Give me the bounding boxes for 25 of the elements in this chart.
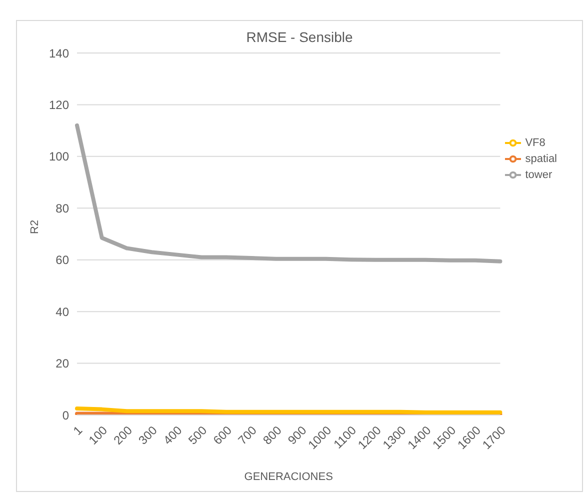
x-tick-label: 1 — [70, 423, 86, 438]
x-axis-title: GENERACIONES — [244, 471, 333, 483]
x-tick-label: 600 — [210, 423, 235, 448]
legend-label: spatial — [525, 152, 557, 165]
legend-label: VF8 — [525, 136, 546, 149]
x-tick-label: 900 — [285, 423, 310, 448]
line-series — [75, 123, 502, 264]
y-tick-label: 0 — [62, 408, 70, 422]
y-tick-label: 60 — [56, 253, 70, 268]
x-tick-label: 200 — [110, 423, 136, 448]
x-tick-label: 400 — [160, 423, 185, 448]
y-tick-label: 40 — [56, 304, 70, 319]
legend-label: tower — [525, 168, 552, 181]
y-axis-title: R2 — [28, 220, 41, 234]
y-tick-label: 20 — [56, 356, 70, 371]
x-tick-label: 800 — [260, 423, 285, 448]
y-tick-label: 80 — [56, 201, 70, 216]
y-tick-label: 120 — [48, 98, 70, 112]
y-tick-label: 140 — [48, 46, 70, 60]
y-tick-label: 100 — [48, 150, 70, 164]
x-tick-label: 500 — [186, 423, 210, 448]
x-tick-label: 100 — [86, 423, 110, 448]
x-tick-label: 300 — [136, 423, 160, 448]
chart-title: RMSE - Sensible — [245, 29, 354, 45]
x-tick-label: 700 — [235, 423, 260, 448]
